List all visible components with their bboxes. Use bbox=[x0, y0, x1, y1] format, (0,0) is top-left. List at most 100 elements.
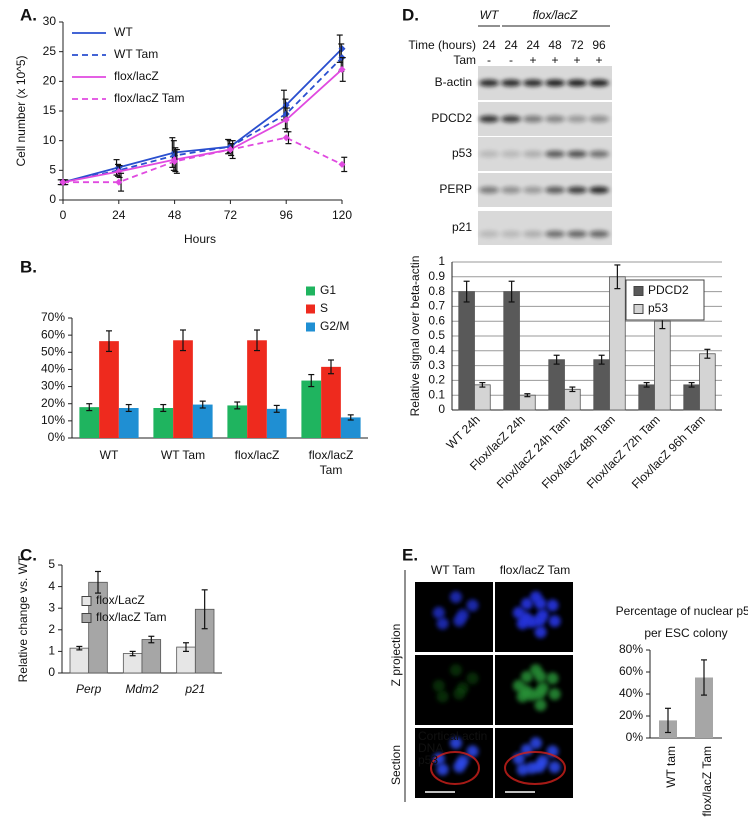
y-tick-label: 25 bbox=[43, 44, 57, 58]
text-line: Tam bbox=[320, 463, 343, 477]
stain-label: DNA bbox=[418, 741, 443, 755]
cell-signal bbox=[432, 606, 445, 619]
x-tick-label: p21 bbox=[184, 682, 205, 696]
cortical-actin bbox=[430, 751, 480, 785]
bar bbox=[69, 647, 90, 674]
x-tick-label: WT 24h bbox=[443, 412, 482, 451]
legend-swatch bbox=[633, 304, 644, 314]
series-line bbox=[62, 56, 343, 184]
cell-signal bbox=[525, 761, 538, 774]
y-tick-label: 0% bbox=[48, 430, 66, 444]
cell-signal bbox=[466, 672, 479, 685]
panel-label: C. bbox=[20, 545, 37, 564]
cortical-actin bbox=[504, 751, 566, 785]
panel-label: D. bbox=[402, 5, 419, 24]
cell-signal bbox=[534, 670, 547, 683]
y-axis-label: Relative change vs. WT bbox=[16, 555, 30, 682]
blot-tam: - bbox=[487, 53, 491, 67]
cell-signal bbox=[432, 679, 445, 692]
y-tick-label: 0 bbox=[49, 192, 56, 206]
panel-label: B. bbox=[20, 257, 37, 276]
y-tick-label: 2 bbox=[48, 622, 55, 636]
point bbox=[115, 178, 123, 186]
y-tick-label: 40% bbox=[619, 686, 643, 700]
blot-tam: - bbox=[509, 53, 513, 67]
y-tick-label: 0.3 bbox=[428, 358, 445, 372]
bar bbox=[79, 407, 100, 438]
y-tick-label: 40% bbox=[41, 362, 65, 376]
y-tick-label: 1 bbox=[438, 254, 445, 268]
blot-tam: + bbox=[551, 53, 558, 67]
y-tick-label: 10% bbox=[41, 413, 65, 427]
blot-band bbox=[545, 186, 565, 194]
bar bbox=[301, 380, 322, 438]
bar bbox=[564, 388, 581, 411]
blot-band bbox=[545, 79, 565, 87]
y-tick-label: 20% bbox=[41, 396, 65, 410]
legend-swatch bbox=[81, 596, 92, 606]
bar bbox=[593, 359, 610, 411]
bar bbox=[141, 639, 162, 674]
column-label: flox/lacZ Tam bbox=[500, 563, 570, 577]
row-label: Z projection bbox=[389, 624, 403, 687]
bar bbox=[638, 384, 655, 411]
y-tick-label: 4 bbox=[48, 579, 55, 593]
x-tick-label: 0 bbox=[60, 208, 67, 222]
x-tick-label: 120 bbox=[332, 208, 352, 222]
y-axis-label: Cell number (x 10^5) bbox=[14, 55, 28, 166]
cell-signal bbox=[453, 614, 466, 627]
blot-row-label: p53 bbox=[452, 146, 472, 160]
row-label: Section bbox=[389, 745, 403, 785]
cell-signal bbox=[534, 699, 547, 712]
cell-signal bbox=[449, 664, 462, 677]
x-tick-label: WT Tam bbox=[161, 448, 205, 462]
cell-signal bbox=[534, 597, 547, 610]
y-tick-label: 1 bbox=[48, 644, 55, 658]
blot-band bbox=[545, 230, 565, 238]
legend-label: flox/lacZ bbox=[114, 69, 159, 83]
blot-band bbox=[479, 186, 499, 194]
x-tick-label: 24 bbox=[112, 208, 126, 222]
blot-band bbox=[589, 115, 609, 123]
y-tick-label: 0.7 bbox=[428, 299, 445, 313]
panel-label: A. bbox=[20, 5, 37, 24]
y-tick-label: 50% bbox=[41, 344, 65, 358]
blot-band bbox=[501, 79, 521, 87]
bar bbox=[118, 408, 139, 438]
x-tick-label: 72 bbox=[224, 208, 238, 222]
y-tick-label: 20% bbox=[619, 708, 643, 722]
blot-band bbox=[501, 150, 521, 158]
x-axis-label: Hours bbox=[184, 232, 216, 246]
bar bbox=[99, 341, 119, 438]
bar bbox=[321, 366, 341, 438]
legend-label: WT Tam bbox=[114, 47, 158, 61]
cell-signal bbox=[453, 687, 466, 700]
x-tick-label: flox/lacZ Tam bbox=[309, 448, 354, 477]
cell-signal bbox=[548, 615, 561, 628]
blot-band bbox=[589, 230, 609, 238]
legend-label: flox/lacZ Tam bbox=[114, 91, 184, 105]
series-line bbox=[62, 48, 343, 184]
y-tick-label: 0 bbox=[48, 665, 55, 679]
y-tick-label: 20 bbox=[43, 74, 57, 88]
x-tick-label: WT bbox=[100, 448, 119, 462]
y-tick-label: 80% bbox=[619, 642, 643, 656]
bar bbox=[695, 677, 713, 738]
bar bbox=[227, 405, 248, 438]
bar bbox=[683, 384, 700, 411]
cell-signal bbox=[520, 597, 533, 610]
y-tick-label: 0.6 bbox=[428, 313, 445, 327]
blot-time: 24 bbox=[504, 38, 518, 52]
x-tick-label: 96 bbox=[280, 208, 294, 222]
cell-signal bbox=[546, 672, 559, 685]
legend-swatch bbox=[306, 286, 315, 296]
blot-band bbox=[501, 186, 521, 194]
y-tick-label: 5 bbox=[49, 163, 56, 177]
blot-tam-label: Tam bbox=[453, 53, 476, 67]
legend-label: WT bbox=[114, 25, 133, 39]
blot-band bbox=[545, 115, 565, 123]
y-tick-label: 60% bbox=[41, 327, 65, 341]
blot-time: 24 bbox=[526, 38, 540, 52]
bar bbox=[122, 653, 143, 674]
y-tick-label: 0.8 bbox=[428, 284, 445, 298]
